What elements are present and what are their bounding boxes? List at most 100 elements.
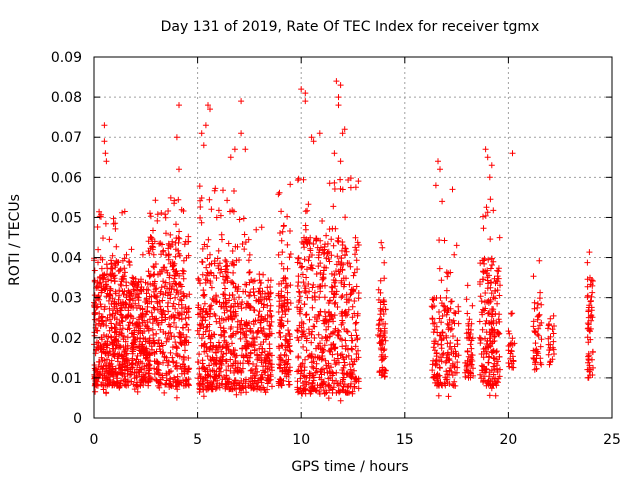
data-point: [200, 324, 207, 331]
data-point: [201, 293, 208, 299]
data-point: [468, 345, 475, 352]
data-point: [295, 279, 302, 286]
data-point: [180, 257, 187, 264]
data-point: [306, 316, 313, 323]
data-point: [431, 326, 438, 333]
data-point: [106, 294, 113, 300]
data-point: [344, 389, 351, 396]
data-point: [155, 337, 162, 344]
x-tick-label: 20: [499, 432, 517, 448]
data-point: [342, 251, 348, 258]
data-point: [483, 317, 490, 324]
y-tick-label: 0.08: [51, 90, 82, 106]
data-point: [320, 275, 327, 282]
data-point: [109, 252, 116, 259]
data-point: [481, 299, 488, 306]
data-point: [166, 369, 173, 375]
data-point: [201, 366, 208, 372]
data-point: [177, 334, 184, 341]
data-point: [210, 361, 217, 368]
data-point: [195, 359, 202, 366]
data-point: [215, 207, 222, 214]
data-point: [381, 259, 388, 266]
data-point: [261, 386, 268, 393]
data-point: [534, 304, 541, 311]
data-point: [341, 326, 348, 333]
data-point: [299, 263, 306, 270]
data-point: [321, 308, 328, 315]
data-point: [531, 356, 538, 362]
data-point: [101, 271, 108, 278]
data-point: [261, 348, 268, 355]
data-point: [310, 138, 317, 145]
data-point: [236, 367, 243, 374]
data-point: [121, 208, 128, 215]
data-point: [160, 247, 167, 254]
data-point: [303, 274, 310, 281]
data-point: [223, 372, 230, 379]
data-point: [281, 351, 288, 358]
data-point: [287, 282, 294, 289]
data-point: [100, 275, 107, 282]
data-point: [108, 334, 115, 341]
data-point: [447, 305, 454, 312]
data-point: [329, 330, 336, 336]
data-point: [223, 367, 230, 374]
data-point: [287, 228, 293, 234]
data-point: [207, 251, 213, 258]
data-point: [124, 334, 131, 341]
data-point: [338, 321, 345, 328]
data-point: [584, 276, 591, 283]
data-point: [106, 367, 113, 374]
data-point: [263, 354, 270, 361]
data-point: [375, 286, 382, 293]
data-point: [451, 251, 458, 258]
data-point: [431, 319, 438, 326]
data-point: [302, 98, 309, 105]
data-point: [477, 281, 483, 288]
data-point: [117, 307, 123, 314]
data-point: [532, 328, 539, 335]
data-point: [439, 198, 446, 205]
data-point: [243, 304, 249, 311]
data-point: [349, 314, 356, 321]
data-point: [183, 376, 190, 383]
data-point: [185, 365, 192, 372]
data-point: [135, 358, 142, 365]
data-point: [350, 272, 357, 279]
data-point: [354, 239, 361, 246]
data-point: [174, 386, 181, 393]
data-point: [283, 361, 289, 368]
data-point: [110, 307, 117, 314]
data-point: [267, 371, 274, 378]
data-point: [440, 350, 447, 357]
data-point: [447, 298, 454, 305]
data-point: [221, 309, 228, 316]
data-point: [207, 335, 214, 342]
data-point: [298, 86, 305, 93]
data-point: [232, 310, 239, 317]
data-point: [196, 331, 203, 338]
data-point: [207, 106, 213, 113]
data-point: [330, 242, 337, 249]
data-point: [211, 367, 217, 374]
data-point: [165, 321, 172, 328]
data-point: [294, 378, 301, 385]
data-point: [146, 298, 153, 305]
data-point: [589, 349, 596, 356]
data-point: [532, 359, 539, 366]
data-point: [100, 375, 107, 381]
data-point: [241, 246, 248, 253]
data-point: [101, 138, 108, 145]
data-point: [377, 299, 384, 306]
data-point: [497, 282, 503, 289]
data-point: [339, 266, 346, 273]
data-point: [377, 277, 384, 284]
data-point: [434, 329, 441, 336]
data-point: [130, 381, 137, 388]
data-point: [178, 341, 185, 348]
data-point: [295, 337, 302, 344]
data-point: [377, 305, 384, 312]
data-point: [177, 340, 184, 347]
data-point: [276, 361, 283, 368]
